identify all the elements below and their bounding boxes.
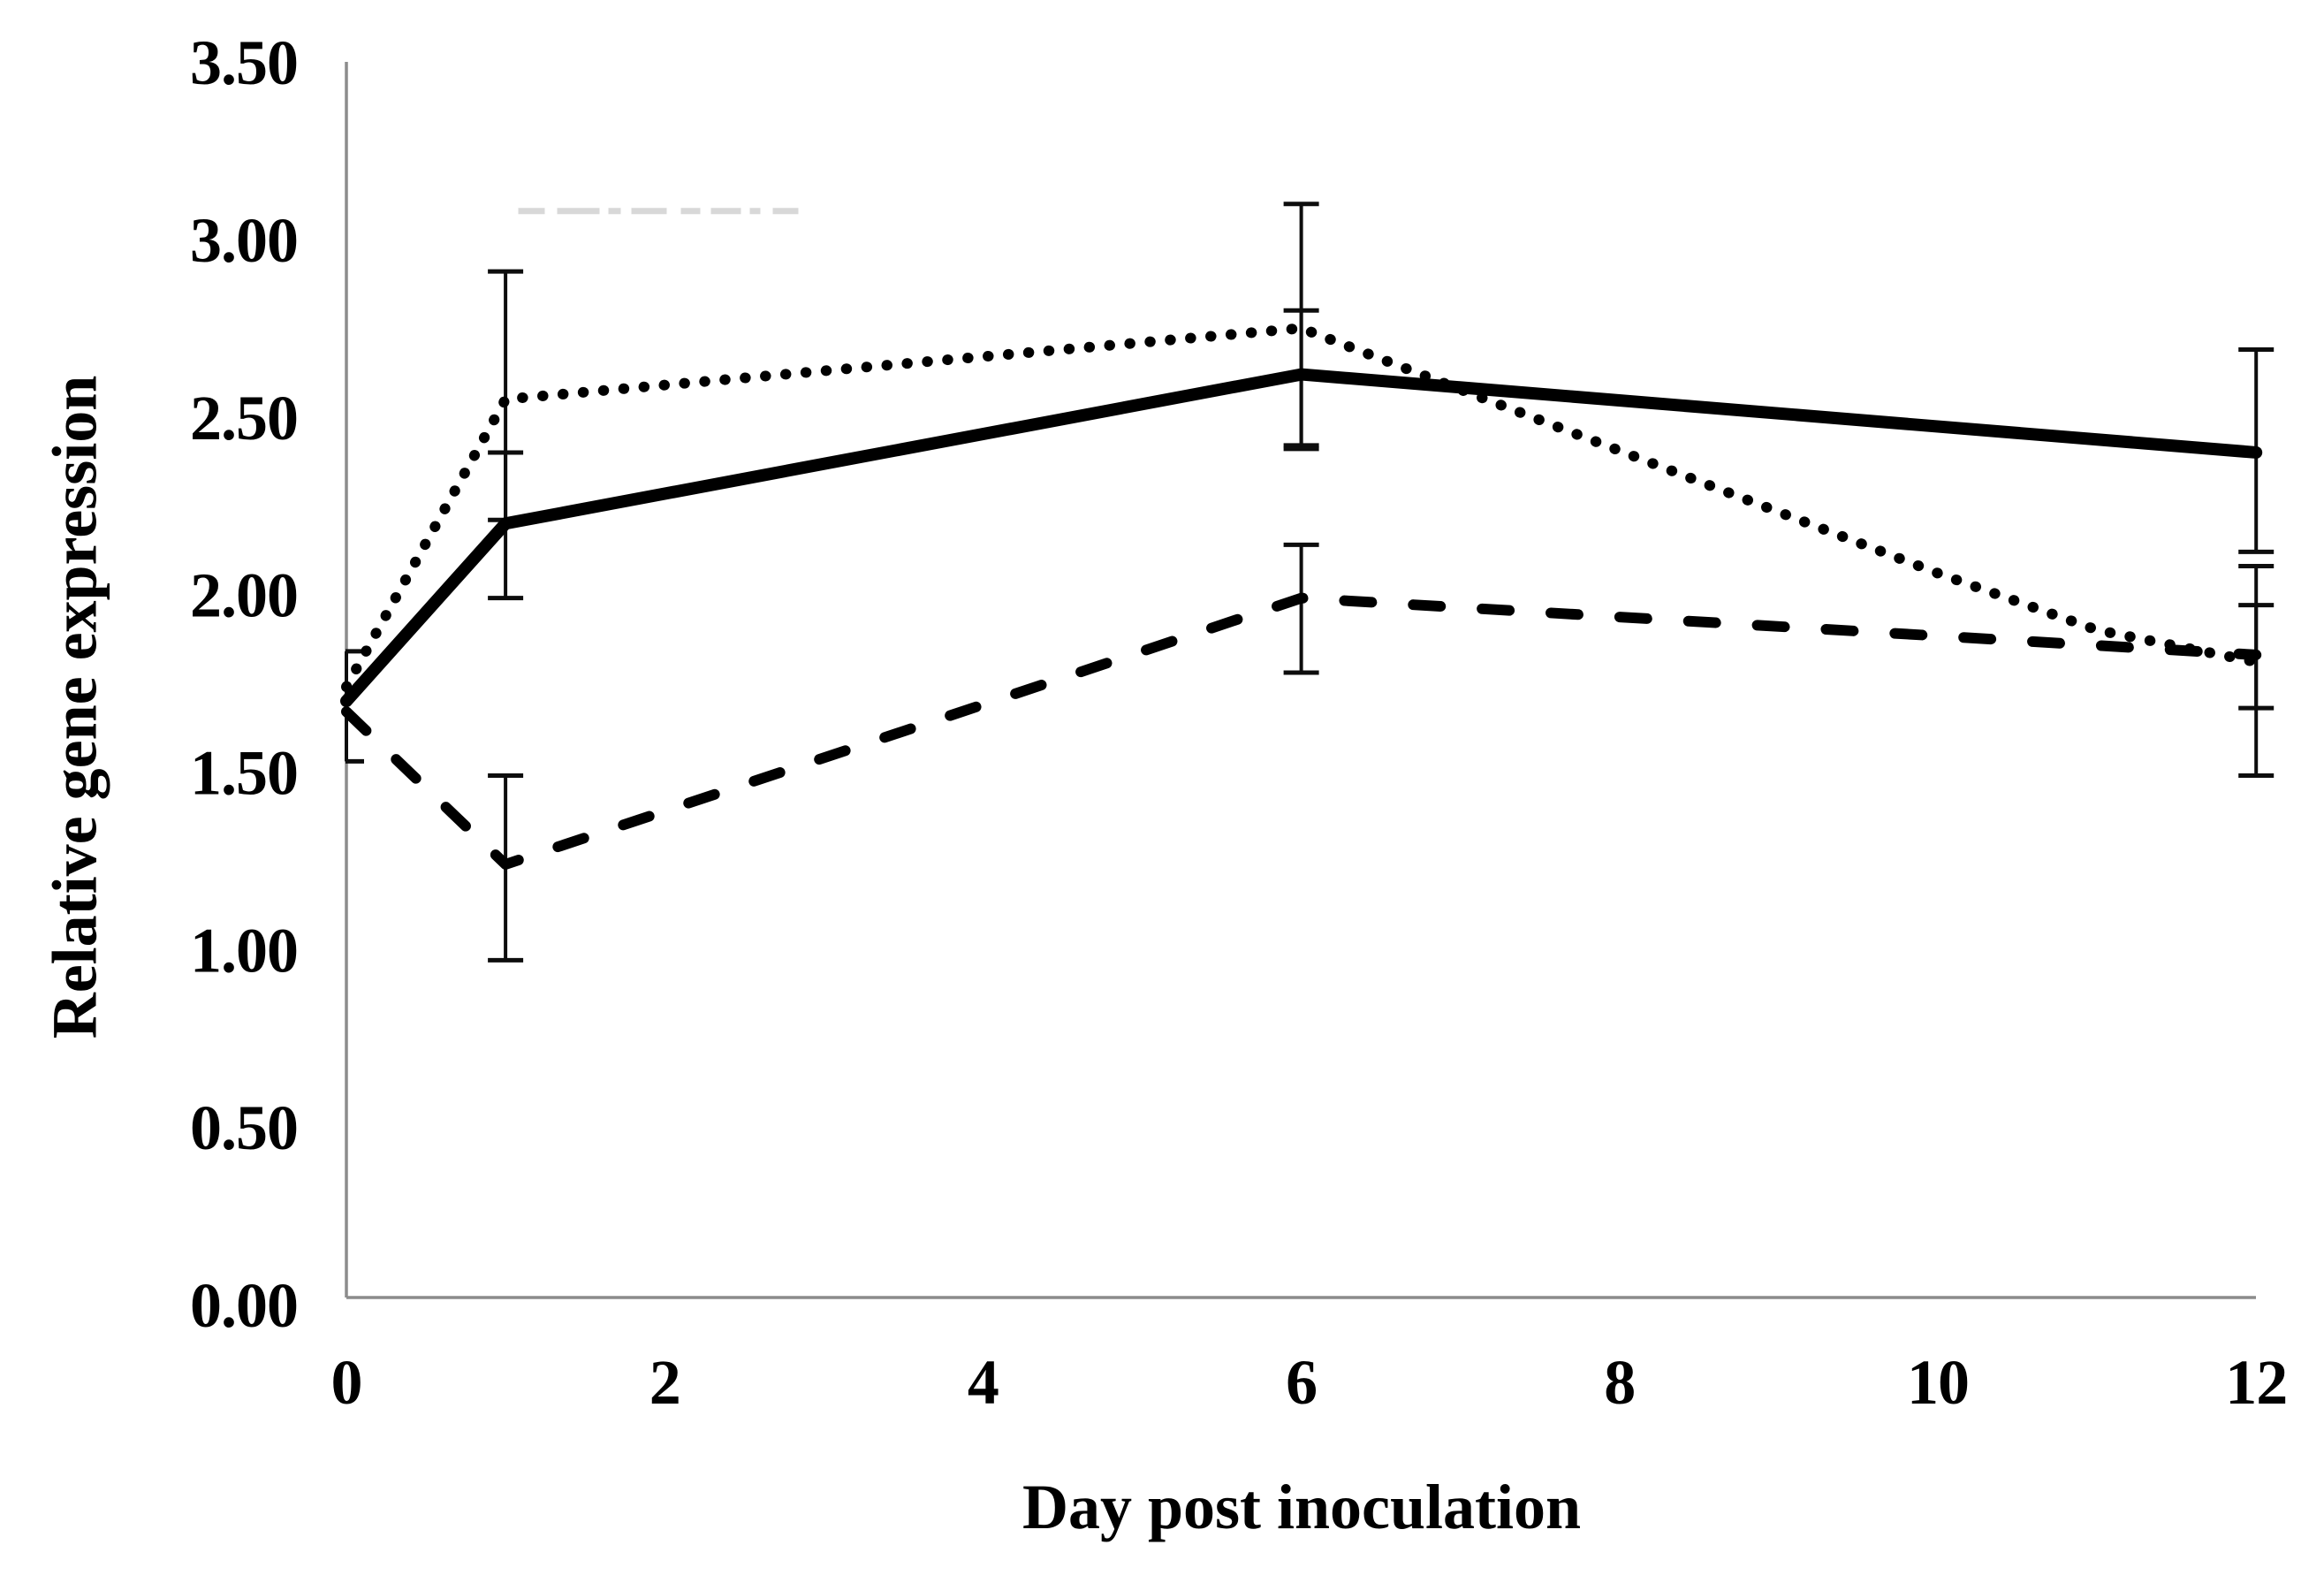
x-tick-label: 12 — [2225, 1347, 2287, 1418]
dashed-line-series — [341, 592, 2262, 870]
y-tick-label: 2.50 — [190, 383, 298, 453]
solid-line-series — [340, 368, 2263, 708]
x-tick-label: 2 — [649, 1347, 680, 1418]
y-tick-label: 3.00 — [190, 205, 298, 276]
y-tick-label: 0.50 — [190, 1092, 298, 1163]
x-tick-label: 6 — [1286, 1347, 1317, 1418]
y-tick-label: 0.00 — [190, 1270, 298, 1341]
x-tick-label: 10 — [1907, 1347, 1969, 1418]
y-tick-label: 1.00 — [190, 915, 298, 986]
dotted-line-series — [341, 323, 2262, 693]
x-axis-title: Day post inoculation — [1021, 1472, 1582, 1542]
x-tick-label: 0 — [331, 1347, 362, 1418]
y-axis-title: Relative gene expression — [39, 375, 110, 1039]
x-tick-label: 4 — [968, 1347, 999, 1418]
x-tick-label: 8 — [1604, 1347, 1635, 1418]
y-tick-label: 2.00 — [190, 560, 298, 631]
y-tick-label: 1.50 — [190, 737, 298, 808]
y-tick-label: 3.50 — [190, 27, 298, 98]
